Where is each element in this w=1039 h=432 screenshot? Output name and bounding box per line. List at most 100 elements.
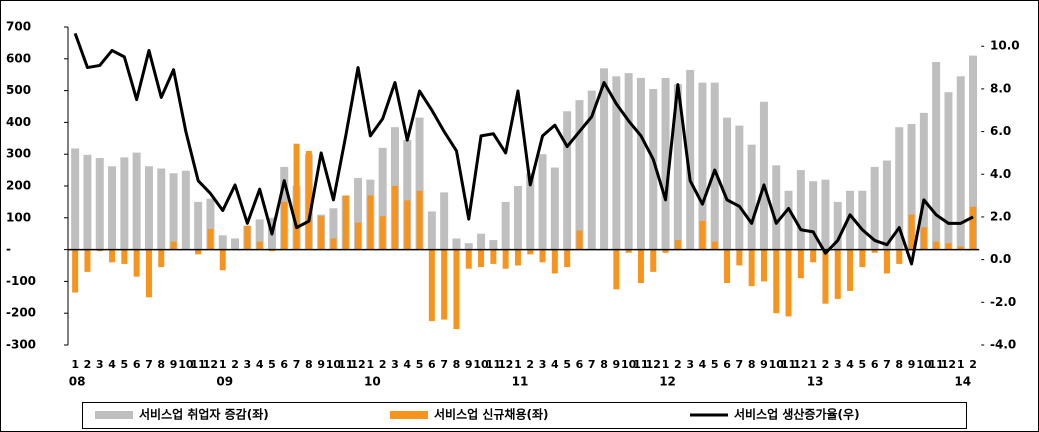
bar — [576, 230, 583, 250]
x-tick-label: 12 — [350, 358, 365, 371]
x-tick-label: 3 — [244, 358, 252, 371]
bar — [882, 160, 891, 250]
bar — [759, 101, 768, 250]
x-tick-label: 5 — [711, 358, 719, 371]
y2-tick-label: 10.0 — [990, 39, 1020, 53]
y-tick-label: 300 — [6, 147, 31, 161]
bar — [169, 173, 178, 250]
legend-swatch — [95, 411, 133, 419]
x-tick-label: 3 — [539, 358, 547, 371]
bar — [612, 76, 621, 250]
bar — [846, 190, 855, 250]
x-tick-label: 9 — [317, 358, 325, 371]
year-label: 11 — [512, 375, 529, 389]
bar — [969, 55, 978, 250]
bar — [415, 117, 424, 250]
y-tick-label: 500 — [6, 83, 31, 97]
bar — [970, 206, 977, 250]
legend-label: 서비스업 신규채용(좌) — [434, 407, 549, 422]
bar — [195, 249, 202, 255]
y-tick-label: -300 — [6, 338, 36, 352]
x-tick-label: 7 — [440, 358, 448, 371]
bar — [550, 167, 559, 250]
bar — [452, 238, 461, 250]
bar — [501, 201, 510, 250]
x-tick-label: 1 — [809, 358, 817, 371]
bar — [919, 112, 928, 250]
x-tick-label: 4 — [551, 358, 559, 371]
bar — [83, 154, 92, 250]
x-tick-label: 4 — [256, 358, 264, 371]
bar — [145, 249, 152, 298]
x-tick-label: 10 — [621, 358, 637, 371]
bar — [724, 249, 731, 283]
bar — [416, 190, 423, 250]
bar — [379, 216, 386, 250]
bar — [859, 249, 866, 268]
bar — [907, 123, 916, 250]
bar — [354, 178, 363, 250]
bar — [490, 249, 497, 264]
bar — [255, 219, 264, 250]
y-tick-label: 600 — [6, 51, 31, 65]
x-tick-label: 12 — [646, 358, 661, 371]
y2-tick-label: -2.0 — [990, 295, 1016, 309]
year-label: 13 — [807, 375, 824, 389]
y2-tick-label: 4.0 — [990, 167, 1011, 181]
y2-tick-label: 6.0 — [990, 124, 1011, 138]
bar — [883, 249, 890, 274]
x-tick-label: 7 — [736, 358, 744, 371]
x-tick-label: 12 — [941, 358, 956, 371]
x-tick-label: 5 — [859, 358, 867, 371]
bar — [157, 168, 166, 250]
y-tick-label: 400 — [6, 115, 31, 129]
bar — [477, 233, 486, 250]
bar — [797, 249, 804, 279]
bar — [809, 181, 818, 250]
x-tick-label: 2 — [84, 358, 92, 371]
bar — [539, 249, 546, 263]
x-tick-label: 12 — [793, 358, 808, 371]
bar — [563, 111, 572, 250]
bar — [95, 158, 104, 250]
x-tick-label: 4 — [108, 358, 116, 371]
bar — [218, 235, 227, 250]
x-tick-label: 5 — [416, 358, 424, 371]
bar — [624, 73, 633, 250]
x-tick-label: 2 — [969, 358, 977, 371]
bar — [526, 173, 535, 250]
bar — [551, 249, 558, 274]
bar — [735, 125, 744, 250]
bar — [231, 238, 240, 250]
bar — [453, 249, 460, 330]
bar — [625, 249, 632, 253]
x-tick-label: 1 — [219, 358, 227, 371]
bar — [293, 143, 300, 250]
bar — [404, 200, 411, 250]
y2-tick-label: 8.0 — [990, 81, 1011, 95]
bar — [772, 165, 781, 250]
x-tick-label: 8 — [157, 358, 165, 371]
bar — [403, 139, 412, 250]
x-tick-label: 10 — [916, 358, 932, 371]
bar — [847, 249, 854, 291]
bar — [378, 147, 387, 250]
bar — [822, 249, 829, 304]
bar — [71, 148, 80, 250]
x-tick-label: 7 — [145, 358, 153, 371]
bar — [120, 157, 129, 250]
x-tick-label: 3 — [96, 358, 104, 371]
y2-tick-label: 2.0 — [990, 209, 1011, 223]
x-tick-label: 1 — [514, 358, 522, 371]
x-tick-label: 12 — [498, 358, 513, 371]
bar — [711, 241, 718, 250]
x-tick-label: 1 — [367, 358, 375, 371]
bar — [206, 198, 215, 250]
x-tick-label: 3 — [391, 358, 399, 371]
bar — [784, 190, 793, 250]
y2-tick-label: -4.0 — [990, 338, 1016, 352]
bar — [194, 201, 203, 250]
x-tick-label: 4 — [846, 358, 854, 371]
x-tick-label: 7 — [293, 358, 301, 371]
